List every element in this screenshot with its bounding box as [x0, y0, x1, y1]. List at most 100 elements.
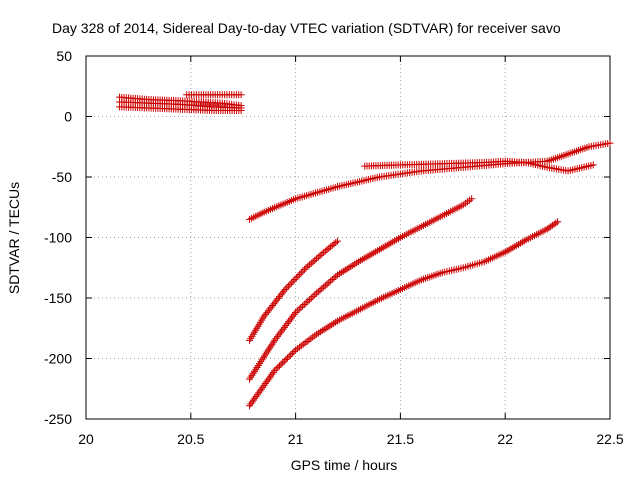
data-point — [284, 282, 292, 290]
y-tick-label: -100 — [44, 230, 72, 246]
x-axis-title: GPS time / hours — [291, 457, 398, 473]
data-point — [316, 286, 324, 294]
y-axis-title: SDTVAR / TECUs — [6, 182, 22, 294]
data-point — [332, 239, 340, 247]
series-track-8 — [245, 195, 476, 383]
x-tick-label: 20 — [78, 431, 94, 447]
data-point — [293, 307, 301, 315]
data-point — [277, 360, 285, 368]
data-point — [286, 281, 294, 289]
data-point — [328, 276, 336, 284]
data-point — [300, 265, 308, 273]
x-tick-label: 20.5 — [177, 431, 204, 447]
data-point — [292, 274, 300, 282]
data-point — [304, 297, 312, 305]
data-point — [325, 279, 333, 287]
data-point — [271, 367, 279, 375]
data-point — [280, 357, 288, 365]
data-point — [292, 309, 300, 317]
data-point — [307, 259, 315, 267]
data-point — [279, 359, 287, 367]
data-point — [290, 348, 298, 356]
data-point — [262, 310, 270, 318]
data-point — [330, 274, 338, 282]
data-point — [281, 286, 289, 294]
data-point — [275, 362, 283, 370]
data-point — [284, 354, 292, 362]
data-point — [276, 293, 284, 301]
data-point — [260, 312, 268, 320]
data-point — [606, 139, 614, 147]
grid — [86, 56, 610, 419]
data-point — [263, 309, 271, 317]
data-point — [288, 349, 296, 357]
series-track-6 — [361, 157, 597, 175]
series-track-7 — [245, 237, 342, 344]
series-track-3 — [116, 103, 245, 114]
data-point — [237, 106, 245, 114]
data-point — [309, 292, 317, 300]
data-point — [313, 255, 321, 263]
data-point — [291, 275, 299, 283]
data-point — [287, 351, 295, 359]
data-point — [316, 252, 324, 260]
data-point — [296, 270, 304, 278]
data-point — [304, 262, 312, 270]
data-point — [267, 303, 275, 311]
x-tick-label: 22 — [497, 431, 513, 447]
data-point — [271, 298, 279, 306]
data-point — [264, 307, 272, 315]
y-tick-label: 50 — [56, 48, 72, 64]
x-tick-label: 21.5 — [387, 431, 414, 447]
series-track-9 — [245, 218, 562, 410]
data-point — [280, 287, 288, 295]
data-point — [285, 352, 293, 360]
data-point — [314, 288, 322, 296]
data-point — [468, 195, 476, 203]
series-track-4 — [183, 91, 245, 99]
data-point — [289, 277, 297, 285]
data-point — [300, 300, 308, 308]
data-point — [266, 305, 274, 313]
data-point — [274, 294, 282, 302]
axis-ticks — [85, 55, 611, 420]
y-tick-label: -250 — [44, 411, 72, 427]
data-point — [320, 283, 328, 291]
data-point — [299, 267, 307, 275]
data-point — [283, 284, 291, 292]
data-point — [554, 218, 562, 226]
data-point — [295, 305, 303, 313]
data-point — [313, 289, 321, 297]
data-point — [302, 299, 310, 307]
data-point — [306, 261, 314, 269]
data-point — [320, 249, 328, 257]
y-tick-label: -200 — [44, 351, 72, 367]
data-point — [278, 289, 286, 297]
data-point — [306, 296, 314, 304]
data-point — [270, 300, 278, 308]
data-point — [273, 296, 281, 304]
x-tick-labels: 20 20.5 21 21.5 22 22.5 — [78, 431, 624, 447]
data-point — [288, 279, 296, 287]
data-point — [311, 291, 319, 299]
data-point — [237, 91, 245, 99]
y-tick-label: -150 — [44, 290, 72, 306]
data-point — [589, 161, 597, 169]
data-point — [321, 247, 329, 255]
data-point — [307, 294, 315, 302]
data-point — [269, 302, 277, 310]
data-point — [332, 273, 340, 281]
chart-title: Day 328 of 2014, Sidereal Day-to-day VTE… — [52, 20, 561, 36]
data-point — [314, 253, 322, 261]
data-point — [297, 269, 305, 277]
data-point — [299, 302, 307, 310]
data-point — [274, 363, 282, 371]
x-tick-label: 21 — [288, 431, 304, 447]
data-point — [311, 256, 319, 264]
data-points — [116, 91, 614, 410]
y-tick-labels: -250 -200 -150 -100 -50 0 50 — [44, 48, 72, 427]
data-point — [552, 219, 560, 227]
data-point — [323, 280, 331, 288]
data-point — [318, 250, 326, 258]
